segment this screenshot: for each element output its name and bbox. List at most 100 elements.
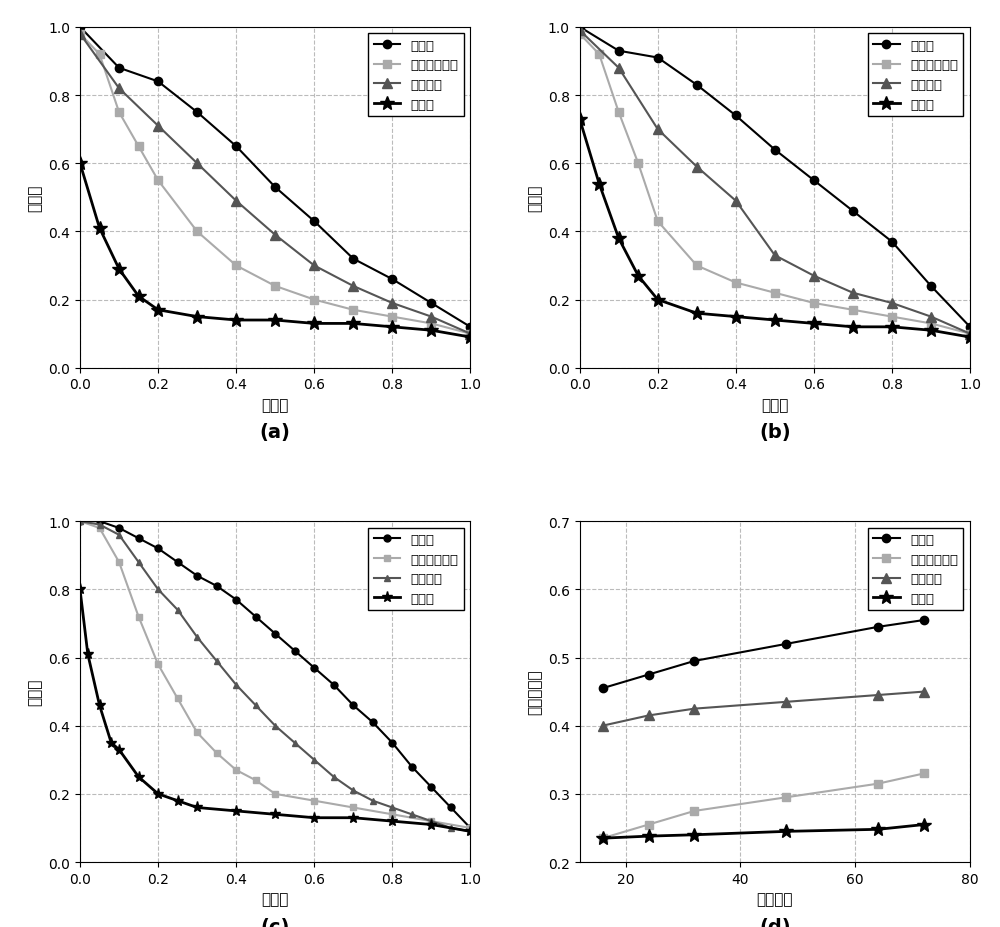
本发明 bbox=[113, 523, 125, 534]
谱哈希 bbox=[347, 812, 359, 823]
局部敏感哈希 bbox=[133, 612, 145, 623]
局部敏感哈希 bbox=[597, 832, 609, 844]
谱哈希 bbox=[113, 264, 125, 275]
本发明 bbox=[386, 737, 398, 748]
局部敏感哈希 bbox=[269, 789, 281, 800]
局部敏感哈希 bbox=[769, 288, 781, 299]
谱哈希 bbox=[347, 319, 359, 330]
本发明 bbox=[308, 216, 320, 227]
迭代量化 bbox=[643, 710, 655, 721]
Text: (b): (b) bbox=[759, 423, 791, 442]
谱哈希 bbox=[74, 159, 86, 170]
本发明 bbox=[172, 557, 184, 568]
谱哈希 bbox=[652, 295, 664, 306]
谱哈希 bbox=[308, 319, 320, 330]
本发明 bbox=[133, 533, 145, 544]
局部敏感哈希 bbox=[464, 329, 476, 340]
本发明 bbox=[643, 669, 655, 680]
迭代量化 bbox=[230, 679, 242, 691]
迭代量化 bbox=[691, 162, 703, 173]
局部敏感哈希 bbox=[425, 319, 437, 330]
迭代量化 bbox=[191, 632, 203, 643]
谱哈希 bbox=[230, 315, 242, 326]
本发明 bbox=[445, 802, 457, 813]
迭代量化 bbox=[250, 700, 262, 711]
迭代量化 bbox=[211, 655, 223, 667]
谱哈希 bbox=[780, 826, 792, 837]
Legend: 本发明, 局部敏感哈希, 迭代量化, 谱哈希: 本发明, 局部敏感哈希, 迭代量化, 谱哈希 bbox=[868, 34, 963, 117]
局部敏感哈希 bbox=[730, 278, 742, 289]
局部敏感哈希 bbox=[172, 693, 184, 705]
本发明 bbox=[152, 543, 164, 554]
谱哈希 bbox=[386, 816, 398, 827]
局部敏感哈希 bbox=[308, 295, 320, 306]
迭代量化 bbox=[445, 822, 457, 833]
Line: 迭代量化: 迭代量化 bbox=[575, 26, 975, 339]
本发明 bbox=[872, 622, 884, 633]
谱哈希 bbox=[886, 322, 898, 333]
迭代量化 bbox=[918, 686, 930, 697]
Legend: 本发明, 局部敏感哈希, 迭代量化, 谱哈希: 本发明, 局部敏感哈希, 迭代量化, 谱哈希 bbox=[368, 34, 464, 117]
谱哈希 bbox=[74, 584, 86, 595]
局部敏感哈希 bbox=[964, 329, 976, 340]
谱哈希 bbox=[105, 737, 117, 748]
本发明 bbox=[191, 570, 203, 581]
谱哈希 bbox=[847, 322, 859, 333]
本发明 bbox=[94, 516, 106, 527]
谱哈希 bbox=[597, 832, 609, 844]
迭代量化 bbox=[289, 737, 301, 748]
迭代量化 bbox=[808, 271, 820, 282]
谱哈希 bbox=[133, 771, 145, 782]
迭代量化 bbox=[613, 63, 625, 74]
谱哈希 bbox=[425, 325, 437, 337]
谱哈希 bbox=[688, 830, 700, 841]
谱哈希 bbox=[425, 819, 437, 831]
迭代量化 bbox=[308, 755, 320, 766]
本发明 bbox=[347, 700, 359, 711]
谱哈希 bbox=[730, 311, 742, 323]
局部敏感哈希 bbox=[574, 29, 586, 40]
迭代量化 bbox=[74, 516, 86, 527]
局部敏感哈希 bbox=[918, 768, 930, 779]
Line: 迭代量化: 迭代量化 bbox=[77, 518, 474, 835]
局部敏感哈希 bbox=[386, 311, 398, 323]
Line: 局部敏感哈希: 局部敏感哈希 bbox=[77, 518, 474, 832]
局部敏感哈希 bbox=[94, 523, 106, 534]
谱哈希 bbox=[269, 809, 281, 820]
迭代量化 bbox=[133, 557, 145, 568]
局部敏感哈希 bbox=[113, 108, 125, 119]
X-axis label: 查全率: 查全率 bbox=[261, 398, 289, 413]
Line: 本发明: 本发明 bbox=[77, 518, 474, 832]
本发明 bbox=[780, 639, 792, 650]
Y-axis label: 查准率: 查准率 bbox=[527, 184, 542, 211]
Line: 本发明: 本发明 bbox=[598, 616, 928, 692]
局部敏感哈希 bbox=[688, 806, 700, 817]
Line: 谱哈希: 谱哈希 bbox=[73, 157, 477, 345]
Y-axis label: 查准率: 查准率 bbox=[28, 184, 43, 211]
局部敏感哈希 bbox=[780, 792, 792, 803]
本发明 bbox=[597, 683, 609, 694]
局部敏感哈希 bbox=[230, 765, 242, 776]
局部敏感哈希 bbox=[593, 49, 605, 60]
迭代量化 bbox=[597, 720, 609, 731]
迭代量化 bbox=[925, 311, 937, 323]
Line: 局部敏感哈希: 局部敏感哈希 bbox=[575, 31, 974, 338]
迭代量化 bbox=[74, 29, 86, 40]
迭代量化 bbox=[574, 26, 586, 37]
本发明 bbox=[464, 822, 476, 833]
Line: 局部敏感哈希: 局部敏感哈希 bbox=[598, 769, 928, 843]
迭代量化 bbox=[425, 816, 437, 827]
谱哈希 bbox=[613, 234, 625, 245]
本发明 bbox=[652, 53, 664, 64]
局部敏感哈希 bbox=[425, 816, 437, 827]
Line: 局部敏感哈希: 局部敏感哈希 bbox=[76, 31, 475, 338]
谱哈希 bbox=[593, 179, 605, 190]
迭代量化 bbox=[113, 529, 125, 540]
本发明 bbox=[769, 145, 781, 156]
局部敏感哈希 bbox=[652, 216, 664, 227]
局部敏感哈希 bbox=[886, 311, 898, 323]
Line: 谱哈希: 谱哈希 bbox=[596, 818, 931, 845]
谱哈希 bbox=[94, 223, 106, 235]
迭代量化 bbox=[780, 696, 792, 707]
迭代量化 bbox=[308, 260, 320, 272]
